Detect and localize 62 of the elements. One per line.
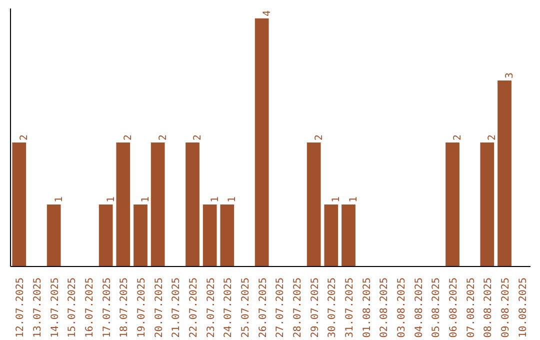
data-label: 4 xyxy=(262,10,273,16)
x-tick-label: 31.07.2025 xyxy=(344,277,356,338)
x-tick-label: 03.08.2025 xyxy=(396,277,408,338)
data-label: 2 xyxy=(487,134,498,140)
x-tick-label: 21.07.2025 xyxy=(171,277,182,338)
x-tick-label: 08.08.2025 xyxy=(483,277,494,338)
bar xyxy=(342,204,356,266)
x-tick-label: 19.07.2025 xyxy=(136,277,148,338)
bar xyxy=(202,204,217,266)
data-label: 2 xyxy=(123,134,134,140)
x-tick-label: 22.07.2025 xyxy=(188,277,200,338)
data-label: 1 xyxy=(210,196,221,202)
bar xyxy=(324,204,338,266)
data-label: 1 xyxy=(106,196,117,202)
data-label: 2 xyxy=(452,134,464,140)
bar xyxy=(12,142,26,266)
x-tick-label: 26.07.2025 xyxy=(258,277,269,338)
data-label: 2 xyxy=(192,134,204,140)
data-label: 2 xyxy=(158,134,169,140)
bar xyxy=(134,204,148,266)
bar xyxy=(186,142,200,266)
data-label: 2 xyxy=(314,134,325,140)
x-tick-label: 30.07.2025 xyxy=(327,277,338,338)
x-tick-label: 04.08.2025 xyxy=(414,277,425,338)
x-tick-label: 20.07.2025 xyxy=(154,277,165,338)
bar xyxy=(150,142,165,266)
data-label: 1 xyxy=(140,196,152,202)
bar xyxy=(446,142,460,266)
x-tick-label: 24.07.2025 xyxy=(223,277,234,338)
x-tick-label: 17.07.2025 xyxy=(102,277,113,338)
x-tick-label: 12.07.2025 xyxy=(15,277,26,338)
bar xyxy=(254,18,269,266)
data-label: 1 xyxy=(227,196,238,202)
x-tick-label: 23.07.2025 xyxy=(206,277,217,338)
bar xyxy=(220,204,234,266)
x-tick-label: 09.08.2025 xyxy=(500,277,512,338)
data-label: 2 xyxy=(19,134,30,140)
bar xyxy=(306,142,321,266)
bar xyxy=(98,204,113,266)
x-tick-label: 14.07.2025 xyxy=(50,277,61,338)
x-tick-label: 25.07.2025 xyxy=(240,277,252,338)
x-tick-label: 05.08.2025 xyxy=(431,277,442,338)
x-tick-label: 02.08.2025 xyxy=(379,277,390,338)
x-tick-label: 07.08.2025 xyxy=(466,277,477,338)
bar xyxy=(498,80,512,266)
data-label: 3 xyxy=(504,72,516,78)
x-tick-label: 18.07.2025 xyxy=(119,277,130,338)
bar xyxy=(116,142,130,266)
x-tick-label: 15.07.2025 xyxy=(67,277,78,338)
data-label: 1 xyxy=(331,196,342,202)
data-label: 1 xyxy=(348,196,360,202)
x-tick-label: 13.07.2025 xyxy=(32,277,44,338)
x-tick-label: 27.07.2025 xyxy=(275,277,286,338)
x-tick-label: 16.07.2025 xyxy=(84,277,96,338)
bar xyxy=(46,204,61,266)
x-tick-label: 29.07.2025 xyxy=(310,277,321,338)
x-tick-label: 28.07.2025 xyxy=(292,277,304,338)
x-tick-label: 01.08.2025 xyxy=(362,277,373,338)
data-label: 1 xyxy=(54,196,65,202)
x-tick-label: 06.08.2025 xyxy=(448,277,460,338)
bar xyxy=(480,142,494,266)
x-tick-label: 10.08.2025 xyxy=(518,277,529,338)
